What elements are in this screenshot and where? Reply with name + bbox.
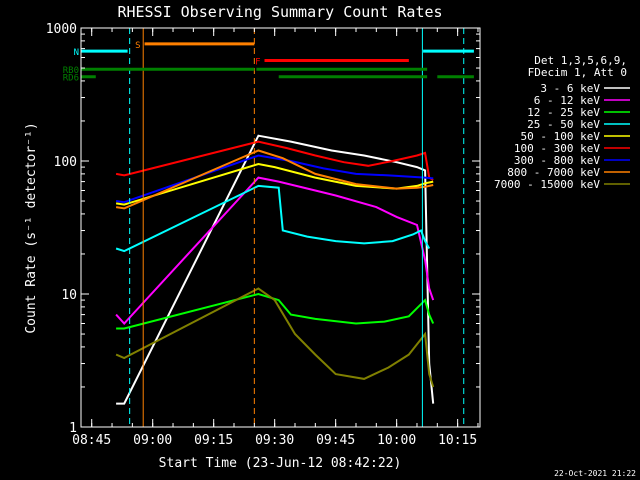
x-tick-label: 09:30 [255, 433, 294, 448]
legend-label-300-800-kev: 300 - 800 keV [514, 154, 600, 167]
legend-label-6-12-kev: 6 - 12 keV [534, 94, 601, 107]
legend-header-line: FDecim 1, Att 0 [528, 66, 627, 79]
legend-label-25-50-kev: 25 - 50 keV [527, 118, 600, 131]
series-line-6-12-kev [115, 176, 435, 325]
series-line-50-100-kev [115, 162, 434, 206]
generation-timestamp: 22-Oct-2021 21:22 [554, 469, 636, 478]
plot-frame [80, 27, 481, 428]
x-tick-label: 08:45 [72, 433, 111, 448]
y-axis-label: Count Rate (s⁻¹ detector⁻¹) [24, 122, 39, 333]
y-tick-label: 100 [54, 155, 77, 170]
flag-vertical-lines [129, 28, 465, 427]
y-tick-label: 1000 [46, 22, 77, 37]
legend-label-3-6-kev: 3 - 6 keV [540, 82, 600, 95]
flag-label-rb0: RB0 [63, 66, 79, 76]
series-line-800-7000-kev [115, 149, 434, 210]
series-layer [115, 134, 435, 405]
legend-label-50-100-kev: 50 - 100 keV [521, 130, 601, 143]
series-line-7000-15000-kev [115, 287, 435, 388]
x-tick-label: 09:15 [194, 433, 233, 448]
x-axis: 08:45 09:00 09:15 09:30 09:45 10:00 10:15 [72, 28, 479, 448]
chart-title: RHESSI Observing Summary Count Rates [117, 3, 442, 21]
legend-label-12-25-kev: 12 - 25 keV [527, 106, 600, 119]
flag-label-n: N [74, 48, 79, 58]
x-axis-label: Start Time (23-Jun-12 08:42:22) [159, 456, 402, 471]
y-tick-label: 1 [69, 421, 77, 436]
legend-label-800-7000-kev: 800 - 7000 keV [507, 166, 600, 179]
flag-label-rd6: RD6 [63, 74, 79, 84]
y-axis: 1 10 100 1000 [46, 22, 480, 436]
x-tick-label: 09:00 [133, 433, 172, 448]
legend: Det 1,3,5,6,9,FDecim 1, Att 0 3 - 6 keV6 … [494, 54, 630, 191]
flag-label-s: S [135, 41, 140, 51]
legend-label-7000-15000-kev: 7000 - 15000 keV [494, 178, 600, 191]
x-tick-label: 10:15 [438, 433, 477, 448]
flag-label-f: F [255, 57, 260, 67]
legend-label-100-300-kev: 100 - 300 keV [514, 142, 600, 155]
legend-header-line: Det 1,3,5,6,9, [534, 54, 627, 67]
x-tick-label: 10:00 [377, 433, 416, 448]
y-tick-label: 10 [61, 288, 77, 303]
x-tick-label: 09:45 [316, 433, 355, 448]
series-line-100-300-kev [115, 140, 434, 181]
series-line-25-50-kev [115, 184, 431, 253]
